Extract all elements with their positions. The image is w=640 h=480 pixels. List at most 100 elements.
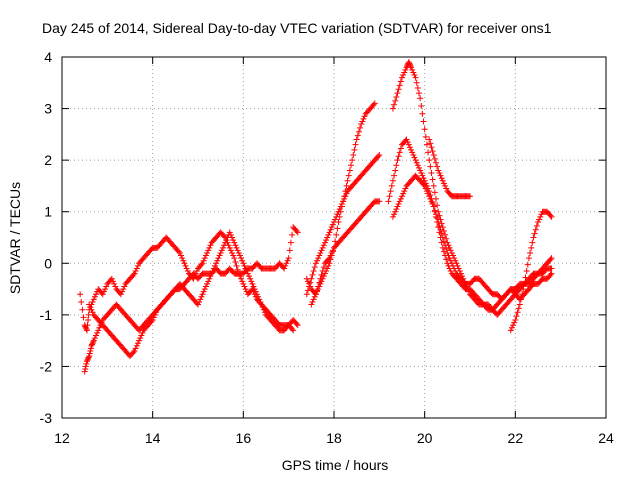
- data-point: [293, 320, 300, 327]
- data-point: [205, 278, 212, 285]
- data-point: [230, 237, 237, 244]
- data-point: [523, 268, 530, 275]
- data-point: [514, 309, 521, 316]
- data-point: [238, 275, 245, 282]
- data-point: [414, 84, 421, 91]
- data-point: [308, 301, 315, 308]
- data-point: [320, 242, 327, 249]
- data-point: [82, 363, 89, 370]
- data-point: [84, 356, 91, 363]
- data-point: [448, 260, 455, 267]
- data-point: [388, 182, 395, 189]
- data-point: [416, 164, 422, 171]
- data-point: [90, 296, 97, 303]
- data-point: [226, 244, 233, 251]
- data-point: [312, 260, 319, 267]
- data-point: [419, 110, 426, 117]
- data-point: [418, 102, 425, 109]
- data-point: [134, 340, 141, 347]
- data-point: [333, 231, 340, 238]
- data-point: [548, 265, 555, 272]
- data-point: [417, 95, 424, 102]
- data-point: [522, 274, 529, 281]
- data-point: [281, 265, 288, 272]
- data-point: [547, 271, 554, 278]
- data-point: [130, 349, 137, 356]
- data-point: [94, 329, 101, 336]
- data-point: [443, 185, 450, 192]
- data-point: [134, 262, 141, 269]
- data-point: [370, 101, 377, 108]
- data-point: [429, 200, 436, 207]
- data-point: [375, 153, 382, 160]
- data-point: [420, 181, 427, 188]
- data-point: [425, 149, 432, 156]
- data-point: [412, 157, 419, 164]
- data-point: [253, 291, 260, 298]
- data-point: [258, 301, 265, 308]
- data-point: [352, 141, 359, 148]
- data-point: [201, 255, 208, 262]
- data-point: [324, 234, 331, 241]
- data-point: [251, 286, 258, 293]
- data-point: [84, 322, 91, 329]
- data-point: [153, 309, 160, 316]
- data-point: [429, 176, 436, 183]
- data-point: [340, 198, 347, 205]
- data-point: [452, 268, 459, 275]
- data-point: [431, 155, 438, 162]
- data-point: [108, 275, 115, 282]
- data-point: [312, 291, 319, 298]
- data-point: [400, 72, 407, 79]
- data-point: [548, 270, 555, 277]
- data-point: [394, 90, 401, 97]
- data-point: [548, 213, 555, 220]
- data-point: [421, 126, 428, 133]
- data-point: [405, 59, 412, 66]
- data-point: [218, 247, 225, 254]
- data-point: [213, 260, 220, 267]
- data-point: [136, 337, 143, 344]
- data-point: [315, 255, 322, 262]
- data-point: [87, 345, 94, 352]
- data-point: [102, 286, 109, 293]
- series-trace-f: [308, 198, 383, 308]
- data-point: [344, 177, 351, 184]
- data-point: [236, 252, 243, 259]
- data-point: [439, 234, 446, 241]
- data-point: [205, 247, 212, 254]
- data-point: [334, 225, 341, 232]
- data-point: [199, 291, 206, 298]
- data-point: [328, 249, 335, 256]
- data-point: [233, 244, 240, 251]
- data-point: [400, 190, 407, 197]
- data-point: [385, 198, 392, 205]
- data-point: [423, 188, 430, 195]
- data-point: [289, 326, 296, 333]
- data-point: [89, 341, 96, 348]
- data-point: [184, 268, 191, 275]
- data-point: [200, 257, 207, 264]
- data-point: [391, 172, 398, 179]
- data-point: [103, 283, 110, 290]
- data-point: [131, 270, 138, 277]
- series-trace-b: [81, 229, 297, 375]
- data-point: [397, 145, 404, 152]
- data-point: [317, 275, 324, 282]
- data-point: [348, 162, 354, 169]
- data-point: [353, 136, 360, 143]
- data-point: [221, 242, 228, 249]
- series-trace-d: [303, 151, 383, 298]
- data-point: [326, 229, 333, 236]
- data-point: [82, 366, 89, 373]
- data-point: [307, 283, 314, 290]
- data-point: [325, 231, 332, 238]
- data-point: [132, 345, 139, 352]
- data-point: [427, 163, 434, 170]
- data-point: [397, 78, 404, 85]
- data-point: [525, 255, 532, 262]
- data-point: [431, 189, 438, 196]
- y-tick-label: 2: [44, 152, 52, 168]
- data-point: [90, 338, 97, 345]
- data-point: [150, 314, 157, 321]
